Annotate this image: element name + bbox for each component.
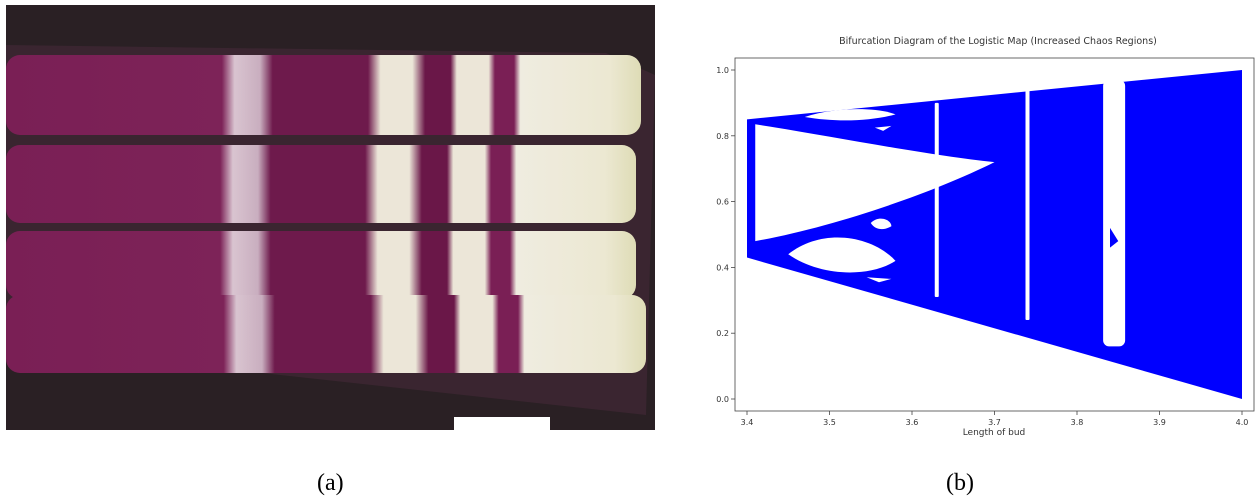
chart-title: Bifurcation Diagram of the Logistic Map … [839, 36, 1157, 47]
x-tick-label: 3.8 [1071, 418, 1084, 427]
chart-svg: Bifurcation Diagram of the Logistic Map … [716, 36, 1255, 438]
y-tick-label: 0.6 [716, 198, 729, 207]
tissue-photo [6, 5, 655, 430]
y-tick-label: 0.8 [716, 132, 729, 141]
x-tick-label: 3.7 [988, 418, 1001, 427]
x-tick-label: 3.6 [906, 418, 919, 427]
x-tick-label: 4.0 [1236, 418, 1249, 427]
scale-bar [454, 417, 550, 430]
periodic-window-1 [934, 102, 939, 298]
chaos-envelope [747, 70, 1242, 399]
upper-lower-gap [755, 124, 995, 242]
lower-period4-bubble [788, 237, 896, 273]
caption-b: (b) [946, 470, 974, 496]
small-bubble-1 [870, 218, 892, 230]
small-bubble-3 [866, 277, 892, 283]
y-tick-label: 1.0 [716, 66, 729, 75]
x-tick-label: 3.4 [741, 418, 754, 427]
small-bubble-2 [874, 125, 892, 131]
x-axis-label: Length of bud [963, 428, 1026, 438]
caption-a: (a) [317, 470, 344, 496]
window-residue [1110, 227, 1119, 248]
x-tick-label: 3.5 [823, 418, 836, 427]
x-tick-label: 3.9 [1153, 418, 1166, 427]
tissue-photo-illustration [6, 5, 655, 430]
y-tick-label: 0.0 [716, 395, 729, 404]
x-axis-ticks: 3.4 3.5 3.6 3.7 3.8 3.9 4.0 [741, 411, 1249, 427]
periodic-window-3 [1103, 79, 1126, 347]
chaos-region [747, 70, 1242, 399]
bifurcation-chart: Bifurcation Diagram of the Logistic Map … [700, 0, 1259, 460]
y-tick-label: 0.4 [716, 263, 729, 272]
periodic-windows [934, 79, 1126, 347]
y-axis-ticks: 0.0 0.2 0.4 0.6 0.8 1.0 [716, 66, 735, 404]
tissue-strips [6, 55, 646, 373]
periodic-window-2 [1025, 89, 1030, 321]
upper-period4-bubble [804, 109, 896, 121]
y-tick-label: 0.2 [716, 329, 729, 338]
